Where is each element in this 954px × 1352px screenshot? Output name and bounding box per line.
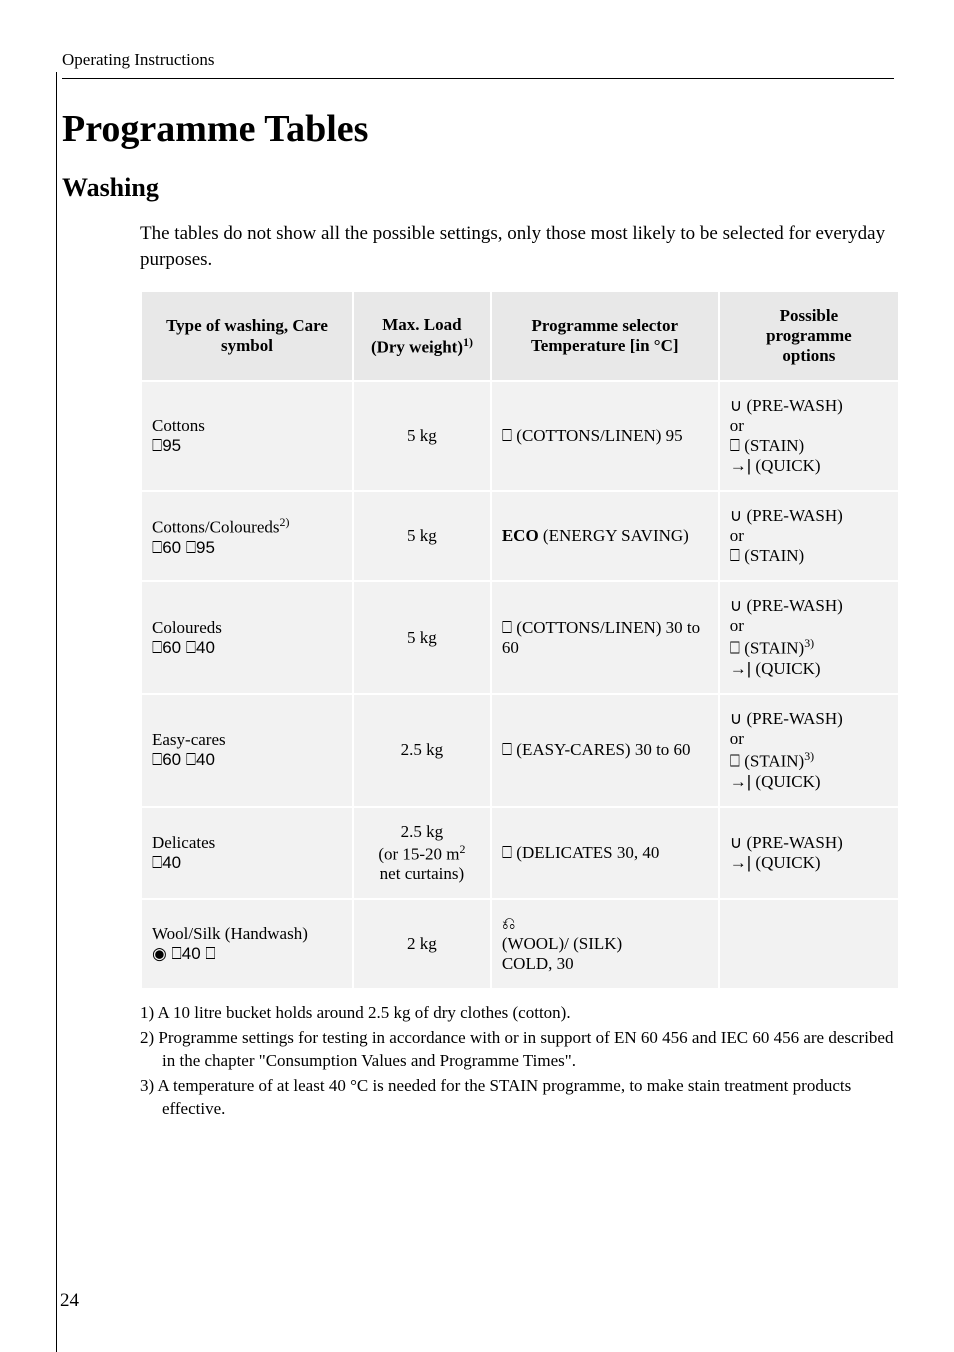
table-row: Cottons/Coloureds2)⎕60 ⎕95 5 kg ECO (ENE…: [141, 491, 899, 581]
footnotes: 1) A 10 litre bucket holds around 2.5 kg…: [140, 1002, 894, 1121]
page-number: 24: [60, 1290, 79, 1312]
header-col4: Possible programme options: [719, 291, 899, 381]
footnote-1: 1) A 10 litre bucket holds around 2.5 kg…: [140, 1002, 894, 1025]
page-title: Programme Tables: [62, 107, 894, 151]
intro-text: The tables do not show all the possible …: [140, 221, 894, 272]
table-row: Easy-cares⎕60 ⎕40 2.5 kg ⎕ (EASY-CARES) …: [141, 694, 899, 807]
header-section: Operating Instructions: [62, 50, 894, 79]
footnote-2: 2) Programme settings for testing in acc…: [140, 1027, 894, 1073]
header-col2: Max. Load (Dry weight)1): [353, 291, 491, 381]
table-row: Delicates⎕40 2.5 kg (or 15-20 m2 net cur…: [141, 807, 899, 900]
subtitle: Washing: [62, 173, 894, 203]
table-body: Cottons⎕95 5 kg ⎕ (COTTONS/LINEN) 95 ∪ (…: [141, 381, 899, 989]
table-row: Wool/Silk (Handwash)◉ ⎕40 ⎕ 2 kg ⎌ (WOOL…: [141, 899, 899, 989]
programme-table: Type of washing, Care symbol Max. Load (…: [140, 290, 900, 990]
header-col3: Programme selector Temperature [in °C]: [491, 291, 719, 381]
footnote-3: 3) A temperature of at least 40 °C is ne…: [140, 1075, 894, 1121]
table-row: Coloureds⎕60 ⎕40 5 kg ⎕ (COTTONS/LINEN) …: [141, 581, 899, 694]
header-col1: Type of washing, Care symbol: [141, 291, 353, 381]
table-row: Cottons⎕95 5 kg ⎕ (COTTONS/LINEN) 95 ∪ (…: [141, 381, 899, 491]
